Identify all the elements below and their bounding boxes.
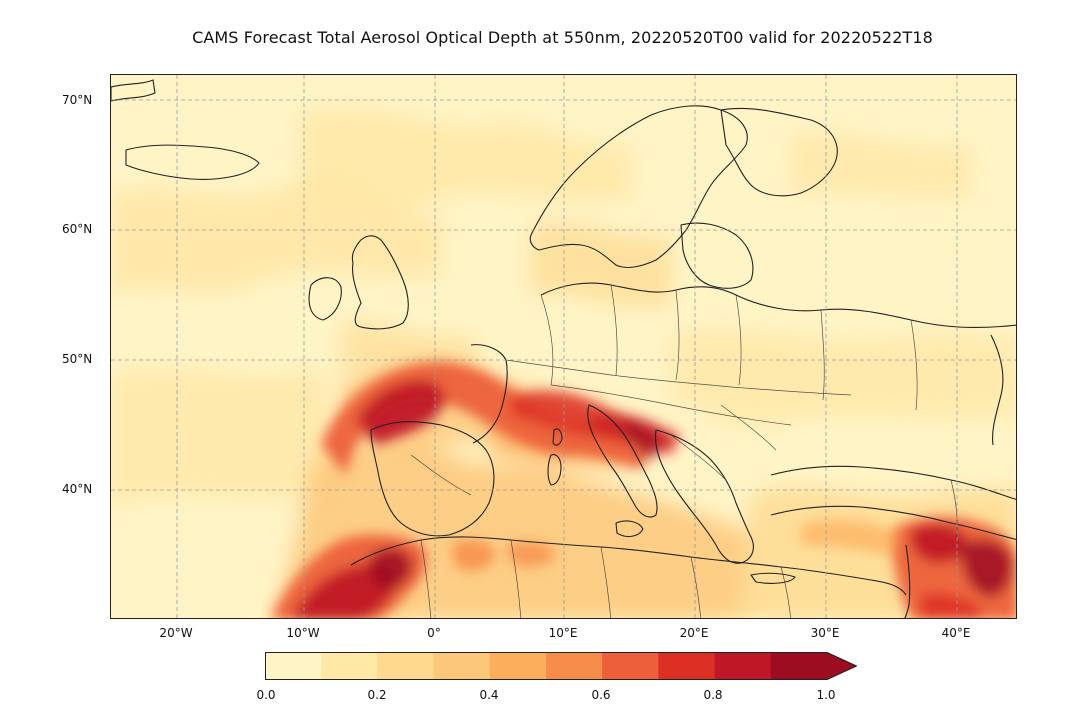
- map-svg: [111, 75, 1016, 618]
- colorbar-tick-0-6: 0.6: [591, 688, 611, 702]
- colorbar-bin-6: [602, 652, 659, 680]
- colorbar-tick-1-0: 1.0: [816, 688, 836, 702]
- colorbar-tick-0-4: 0.4: [479, 688, 499, 702]
- colorbar-bin-2: [377, 652, 435, 680]
- lat-label-70n: 70°N: [62, 93, 93, 107]
- lon-label-10w: 10°W: [286, 626, 320, 640]
- lon-label-20w: 20°W: [159, 626, 193, 640]
- colorbar-extend-max-triangle: [827, 652, 857, 680]
- coastlines: [111, 79, 1016, 618]
- aerosol-map: [110, 74, 1017, 619]
- colorbar-bin-1: [321, 652, 378, 680]
- lat-label-40n: 40°N: [62, 482, 93, 496]
- colorbar-bin-5: [546, 652, 603, 680]
- colorbar-bin-8: [714, 652, 772, 680]
- colorbar-tick-0-0: 0.0: [256, 688, 276, 702]
- lat-label-60n: 60°N: [62, 222, 93, 236]
- colorbar-tick-0-8: 0.8: [703, 688, 723, 702]
- chart-title: CAMS Forecast Total Aerosol Optical Dept…: [192, 28, 933, 47]
- colorbar-bin-9: [770, 652, 828, 680]
- country-borders: [410, 284, 958, 618]
- lon-label-20e: 20°E: [679, 626, 709, 640]
- colorbar-tick-0-2: 0.2: [367, 688, 387, 702]
- colorbar-bin-0: [265, 652, 322, 680]
- colorbar: [265, 652, 858, 680]
- lat-label-50n: 50°N: [62, 352, 93, 366]
- lon-label-0: 0°: [427, 626, 441, 640]
- lon-label-40e: 40°E: [941, 626, 971, 640]
- lon-label-30e: 30°E: [810, 626, 840, 640]
- colorbar-bin-3: [433, 652, 491, 680]
- aod-low-field: [111, 109, 1016, 505]
- colorbar-outline: [265, 652, 858, 680]
- lon-label-10e: 10°E: [548, 626, 578, 640]
- colorbar-bin-4: [489, 652, 547, 680]
- colorbar-svg: [265, 652, 858, 680]
- aod-high-field: [271, 361, 1016, 618]
- colorbar-bin-7: [658, 652, 716, 680]
